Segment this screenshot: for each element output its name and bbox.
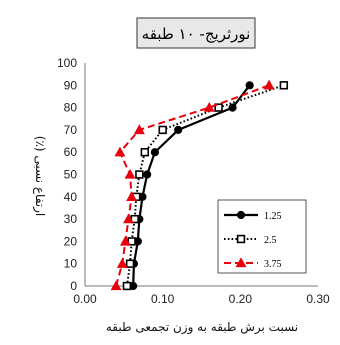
y-tick-label: 10 <box>64 257 78 271</box>
y-tick-label: 30 <box>64 212 78 226</box>
data-point <box>122 281 132 291</box>
data-point <box>203 101 215 112</box>
legend-label: 3.75 <box>264 259 282 270</box>
y-tick-label: 20 <box>64 234 78 248</box>
data-point <box>126 191 138 201</box>
legend-marker <box>236 210 246 220</box>
data-point <box>119 235 131 246</box>
x-tick-label: 0.20 <box>229 292 253 306</box>
y-tick-label: 70 <box>64 123 78 137</box>
data-point <box>123 213 134 224</box>
series-line <box>132 84 251 287</box>
data-point <box>158 125 167 135</box>
data-point <box>125 259 135 268</box>
y-tick-label: 0 <box>70 279 77 293</box>
data-point <box>150 148 159 157</box>
data-point <box>174 125 183 134</box>
legend-box <box>217 199 307 274</box>
series-line <box>125 84 285 287</box>
legend-marker <box>235 257 247 268</box>
legend-label: 1.25 <box>264 211 282 222</box>
data-point <box>263 79 275 90</box>
chart-title: نورثریج- ۱۰ طبقه <box>142 25 251 43</box>
x-tick-label: 0.00 <box>73 292 97 306</box>
data-point <box>116 258 128 268</box>
data-point <box>135 170 144 179</box>
legend-marker <box>236 234 246 244</box>
y-tick-label: 80 <box>64 101 78 115</box>
y-tick-label: 60 <box>64 145 78 159</box>
data-point <box>133 124 145 135</box>
data-point <box>114 146 126 157</box>
data-point <box>228 103 237 112</box>
y-tick-label: 40 <box>64 190 78 204</box>
series-line <box>115 84 270 287</box>
y-tick-label: 50 <box>64 168 78 182</box>
series-layer <box>110 79 289 291</box>
y-tick-labels: 0 10 20 30 40 50 60 70 80 90 100 <box>57 56 77 293</box>
data-point <box>140 148 150 157</box>
x-tick-labels: 0.00 0.10 0.20 0.30 <box>73 292 330 306</box>
legend-label: 2.5 <box>264 235 277 246</box>
chart-title-box: نورثریج- ۱۰ طبقه <box>136 17 256 49</box>
y-axis-title: ارتفاع نسبی (٪) <box>32 136 47 216</box>
data-point <box>110 280 122 291</box>
data-point <box>124 168 136 179</box>
y-tick-label: 90 <box>64 78 78 92</box>
data-point <box>214 103 223 112</box>
x-tick-label: 0.10 <box>151 292 175 306</box>
series-3 <box>110 79 275 291</box>
legend: 1.25 2.5 3.75 <box>217 199 307 274</box>
title-box-rect <box>136 17 256 49</box>
data-point <box>143 170 152 179</box>
x-axis-title: نسبت برش طبقه به وزن تجمعی طبقه <box>106 320 298 335</box>
y-tick-label: 100 <box>57 56 77 70</box>
data-point <box>245 81 254 90</box>
x-tick-label: 0.30 <box>306 292 330 306</box>
data-point <box>279 81 289 90</box>
